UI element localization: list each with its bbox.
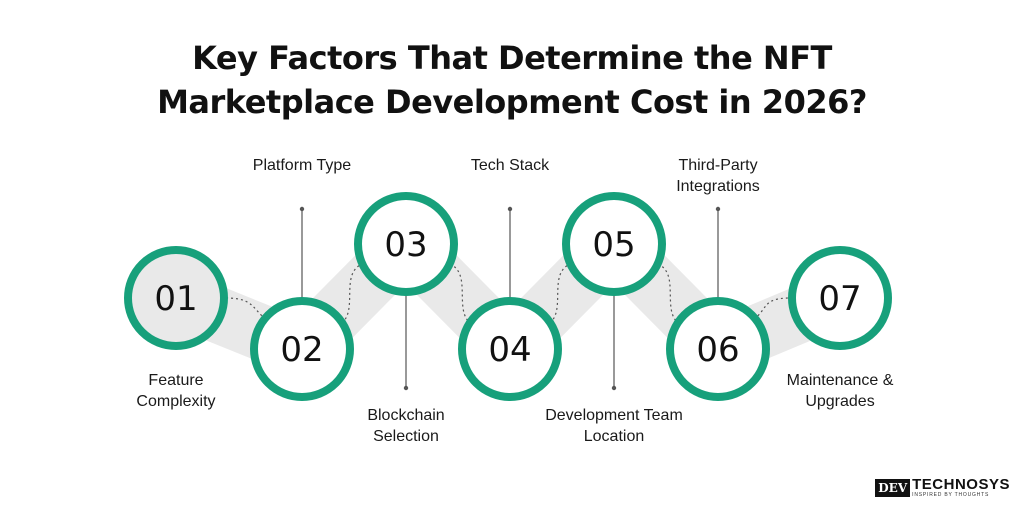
- factor-label-line: Upgrades: [805, 393, 875, 410]
- factor-ring: [354, 192, 458, 296]
- logo-tagline: INSPIRED BY THOUGHTS: [912, 492, 990, 498]
- factor-ring: [562, 192, 666, 296]
- connector-4: [549, 263, 571, 324]
- factor-label-line: Tech Stack: [470, 157, 550, 174]
- factor-label-07: Maintenance & Upgrades: [740, 370, 940, 412]
- leader-dot-5-b: [611, 385, 617, 391]
- factor-ring: [250, 297, 354, 401]
- company-logo: DEV TECHNOSYS INSPIRED BY THOUGHTS: [875, 477, 1010, 498]
- connector-2: [341, 263, 363, 324]
- logo-word: TECHNOSYS: [912, 476, 1010, 493]
- factor-number: 04: [488, 330, 531, 370]
- factor-number: 03: [384, 225, 427, 265]
- factor-01: 01: [124, 246, 228, 350]
- factor-05: 05: [562, 192, 666, 296]
- factor-number: 06: [696, 330, 739, 370]
- factor-02: 02: [250, 297, 354, 401]
- connector-1: [225, 297, 267, 320]
- factor-label-01: Feature Complexity: [76, 370, 276, 412]
- factor-07: 07: [788, 246, 892, 350]
- factor-label-line: Blockchain: [367, 407, 445, 424]
- factor-ring: [666, 297, 770, 401]
- factor-label-line: Platform Type: [252, 157, 352, 174]
- logo-mark: DEV: [875, 478, 911, 497]
- factor-label-line: Location: [583, 428, 645, 445]
- factor-ring: [124, 246, 228, 350]
- title-line-1: Key Factors That Determine the NFT: [192, 39, 832, 77]
- title-line-2: Marketplace Development Cost in 2026?: [157, 83, 867, 121]
- logo-text: TECHNOSYS INSPIRED BY THOUGHTS: [912, 477, 1010, 498]
- factor-label-04: Tech Stack: [410, 155, 610, 176]
- leader-dot-6-a: [715, 206, 721, 212]
- factor-label-line: Complexity: [136, 393, 216, 410]
- factor-ring: [788, 246, 892, 350]
- connector-3: [449, 263, 471, 324]
- factor-label-line: Maintenance &: [786, 372, 894, 389]
- factor-label-06: Third-Party Integrations: [618, 155, 818, 197]
- leader-dot-2-a: [299, 206, 305, 212]
- factor-label-line: Third-Party: [678, 157, 758, 174]
- connector-5: [657, 263, 679, 324]
- factor-ring: [458, 297, 562, 401]
- factor-06: 06: [666, 297, 770, 401]
- factor-label-line: Selection: [373, 428, 439, 445]
- factor-circles: 01 02 03 04 05 06 07: [124, 192, 892, 401]
- factor-03: 03: [354, 192, 458, 296]
- factor-04: 04: [458, 297, 562, 401]
- factor-number: 05: [592, 225, 635, 265]
- factor-number: 07: [818, 279, 861, 319]
- factor-label-line: Development Team: [545, 407, 683, 424]
- factor-number: 02: [280, 330, 323, 370]
- leader-dot-4-a: [507, 206, 513, 212]
- factor-label-line: Integrations: [676, 178, 760, 195]
- factor-number: 01: [154, 279, 197, 319]
- factor-label-05: Development Team Location: [514, 405, 714, 447]
- connectors: [225, 206, 791, 391]
- factor-label-02: Platform Type: [202, 155, 402, 176]
- factor-label-03: Blockchain Selection: [306, 405, 506, 447]
- leader-dot-3-b: [403, 385, 409, 391]
- factor-label-line: Feature: [148, 372, 204, 389]
- page-title: Key Factors That Determine the NFT Marke…: [0, 36, 1024, 124]
